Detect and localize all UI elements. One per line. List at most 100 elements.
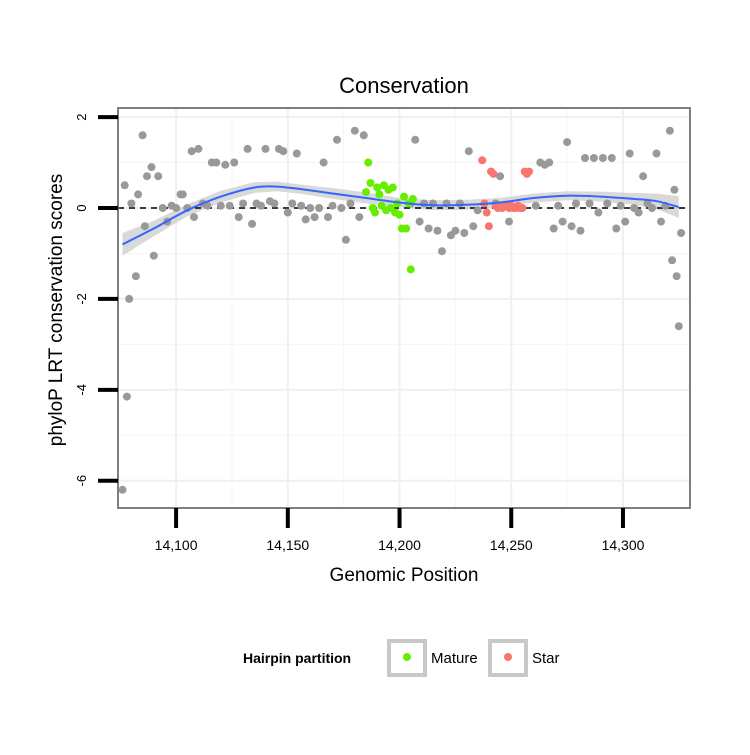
y-tick-label: -6 bbox=[74, 475, 89, 487]
point-other bbox=[598, 154, 607, 162]
axes: 2 0 -2 -4 -6 14,100 14,150 14,200 14,250 14,300 bbox=[74, 107, 691, 553]
confidence-band-area bbox=[122, 181, 679, 256]
point-other bbox=[420, 199, 429, 208]
chart-title: Conservation bbox=[339, 73, 469, 98]
point-other bbox=[657, 217, 665, 226]
point-mature bbox=[402, 224, 411, 233]
point-other bbox=[118, 485, 127, 494]
point-other bbox=[122, 392, 131, 401]
point-other bbox=[337, 204, 346, 212]
point-other bbox=[288, 199, 297, 208]
point-other bbox=[190, 213, 198, 222]
point-other bbox=[567, 222, 576, 231]
point-mature bbox=[400, 192, 408, 201]
x-tick-label: 14,200 bbox=[378, 537, 421, 553]
point-other bbox=[677, 229, 686, 237]
point-other bbox=[203, 201, 212, 210]
point-mature bbox=[362, 188, 370, 197]
point-other bbox=[455, 199, 464, 208]
plot-panel bbox=[118, 108, 690, 508]
point-other bbox=[621, 217, 630, 226]
point-other bbox=[225, 201, 234, 210]
legend-label-star: Star bbox=[532, 650, 560, 667]
point-other bbox=[460, 229, 469, 237]
point-other bbox=[147, 163, 156, 172]
legend-label-mature: Mature bbox=[431, 650, 478, 667]
point-other bbox=[306, 204, 315, 212]
point-other bbox=[668, 256, 677, 265]
point-other bbox=[634, 208, 643, 217]
point-mature bbox=[375, 190, 384, 199]
point-other bbox=[143, 172, 151, 181]
point-other bbox=[257, 201, 265, 210]
point-other bbox=[674, 322, 683, 331]
y-tick-label: -2 bbox=[74, 293, 89, 305]
legend-title: Hairpin partition bbox=[243, 650, 351, 666]
point-other bbox=[665, 126, 674, 135]
point-mature bbox=[406, 265, 415, 274]
y-tick-label: 2 bbox=[74, 113, 89, 120]
point-other bbox=[261, 144, 270, 153]
point-mature bbox=[366, 179, 375, 187]
point-other bbox=[120, 181, 129, 190]
legend: Hairpin partition Mature Star bbox=[243, 639, 560, 677]
point-other bbox=[612, 224, 621, 233]
point-other bbox=[194, 144, 203, 153]
smooth-line bbox=[122, 185, 680, 246]
point-other bbox=[607, 154, 616, 162]
x-axis-label: Genomic Position bbox=[330, 565, 479, 586]
point-other bbox=[451, 226, 460, 235]
point-other bbox=[505, 217, 513, 226]
point-other bbox=[283, 208, 292, 217]
point-other bbox=[125, 294, 134, 303]
point-other bbox=[140, 222, 149, 231]
point-other bbox=[639, 172, 648, 181]
smooth-curve bbox=[122, 185, 680, 246]
point-other bbox=[187, 147, 196, 156]
point-other bbox=[554, 201, 563, 210]
legend-key-mature bbox=[403, 653, 411, 661]
point-star bbox=[525, 167, 534, 176]
point-other bbox=[333, 135, 341, 144]
point-other bbox=[178, 190, 187, 199]
point-other bbox=[270, 199, 279, 208]
point-other bbox=[545, 158, 554, 167]
point-other bbox=[585, 199, 594, 208]
x-tick-label: 14,250 bbox=[490, 537, 533, 553]
point-other bbox=[464, 147, 473, 156]
point-other bbox=[563, 138, 572, 147]
point-other bbox=[310, 213, 319, 222]
point-other bbox=[315, 204, 324, 212]
point-other bbox=[531, 201, 540, 210]
point-other bbox=[496, 172, 505, 181]
point-mature bbox=[373, 183, 382, 192]
point-other bbox=[670, 185, 679, 194]
grid-lines bbox=[118, 108, 690, 508]
point-mature bbox=[388, 183, 397, 192]
x-tick-label: 14,300 bbox=[602, 537, 645, 553]
point-other bbox=[424, 224, 433, 233]
point-other bbox=[158, 204, 167, 212]
confidence-band bbox=[122, 181, 679, 256]
point-other bbox=[433, 226, 442, 235]
point-other bbox=[221, 160, 230, 169]
point-star bbox=[478, 156, 487, 165]
point-other bbox=[328, 201, 337, 210]
point-other bbox=[341, 235, 350, 244]
point-star bbox=[518, 204, 527, 212]
point-other bbox=[324, 213, 332, 222]
point-other bbox=[355, 213, 364, 222]
y-tick-label: -4 bbox=[74, 384, 89, 396]
point-other bbox=[346, 199, 355, 208]
point-mature bbox=[371, 208, 379, 217]
point-other bbox=[672, 272, 681, 281]
point-other bbox=[411, 135, 420, 144]
legend-key-star bbox=[504, 653, 512, 661]
point-other bbox=[216, 201, 225, 210]
y-tick-label: 0 bbox=[74, 204, 89, 211]
point-other bbox=[134, 190, 143, 199]
point-mature bbox=[395, 210, 404, 219]
point-star bbox=[489, 169, 498, 178]
